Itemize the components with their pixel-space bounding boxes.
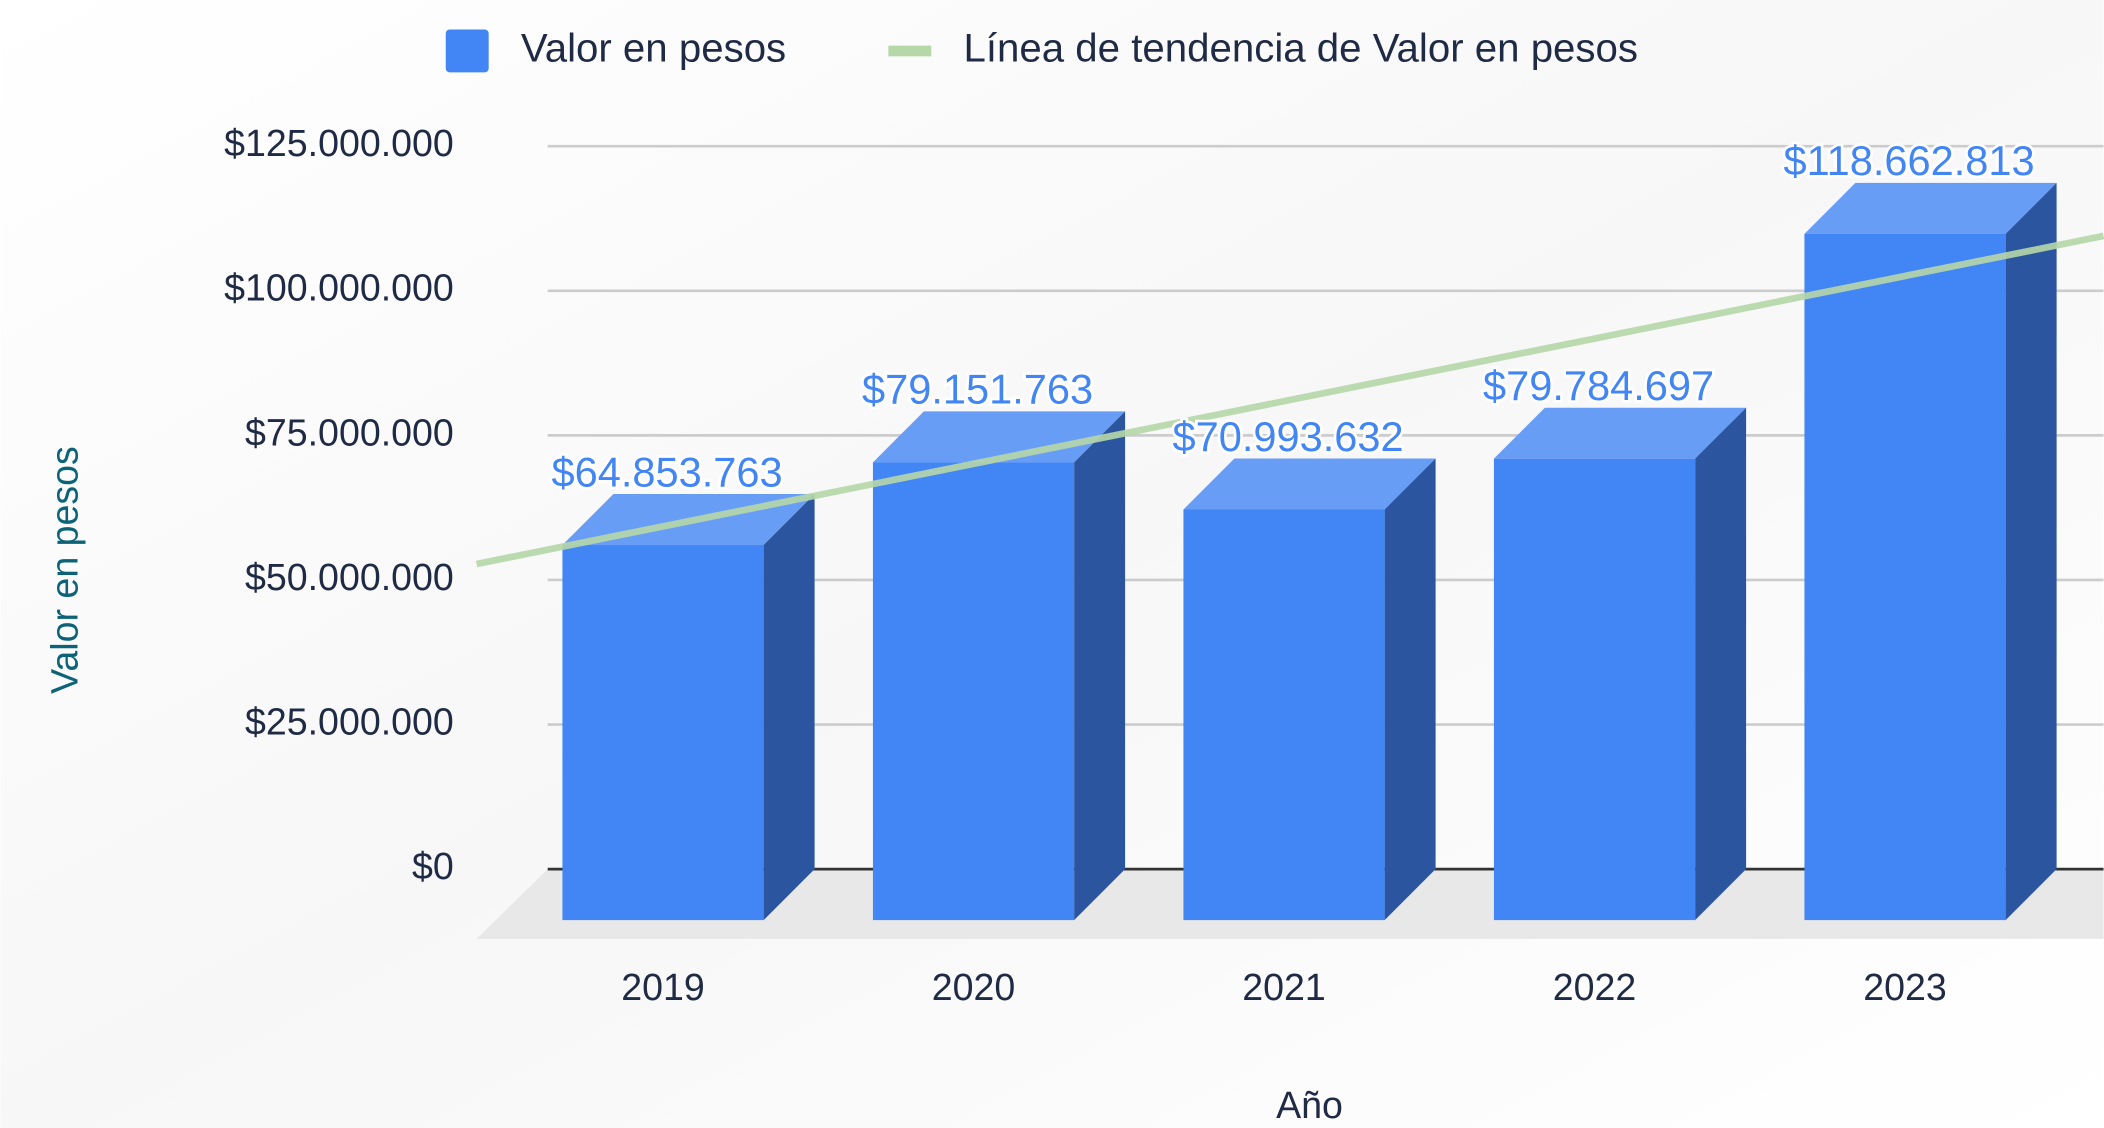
bar-top (872, 411, 1126, 463)
x-tick-label: 2021 (1242, 966, 1326, 1008)
data-label: $118.662.813 (1783, 137, 2034, 184)
bar-top (1804, 182, 2057, 234)
bar-top (1183, 458, 1436, 510)
bar-side (1074, 411, 1126, 921)
data-label: $79.784.697 (1483, 362, 1714, 409)
bar-side (2005, 182, 2057, 921)
data-label: $64.853.763 (551, 448, 782, 495)
y-tick-label: $0 (412, 845, 454, 887)
legend-label: Línea de tendencia de Valor en pesos (963, 26, 1638, 71)
bar (1493, 458, 1696, 921)
bar (1804, 233, 2006, 921)
legend-label: Valor en pesos (521, 26, 786, 71)
bar-side (763, 494, 815, 921)
x-tick-label: 2019 (621, 966, 705, 1008)
x-axis-title: Año (1276, 1084, 1343, 1126)
data-label: $70.993.632 (1172, 413, 1403, 460)
x-tick-label: 2020 (932, 966, 1016, 1008)
x-tick-label: 2023 (1863, 966, 1947, 1008)
y-tick-label: $25.000.000 (245, 700, 454, 742)
y-axis-title: Valor en pesos (43, 446, 85, 694)
y-tick-label: $50.000.000 (245, 556, 454, 598)
y-tick-label: $100.000.000 (224, 267, 454, 309)
bar-top (1493, 407, 1747, 459)
trendline (475, 232, 2104, 568)
bar (872, 462, 1075, 921)
data-label: $79.151.763 (862, 366, 1093, 413)
bar (1183, 509, 1385, 921)
y-tick-label: $125.000.000 (224, 122, 454, 164)
bar-side (1695, 407, 1747, 921)
bar (562, 545, 764, 921)
bar-side (1384, 458, 1436, 921)
legend-swatch (445, 29, 489, 73)
x-tick-label: 2022 (1553, 966, 1637, 1008)
y-tick-label: $75.000.000 (245, 411, 454, 453)
